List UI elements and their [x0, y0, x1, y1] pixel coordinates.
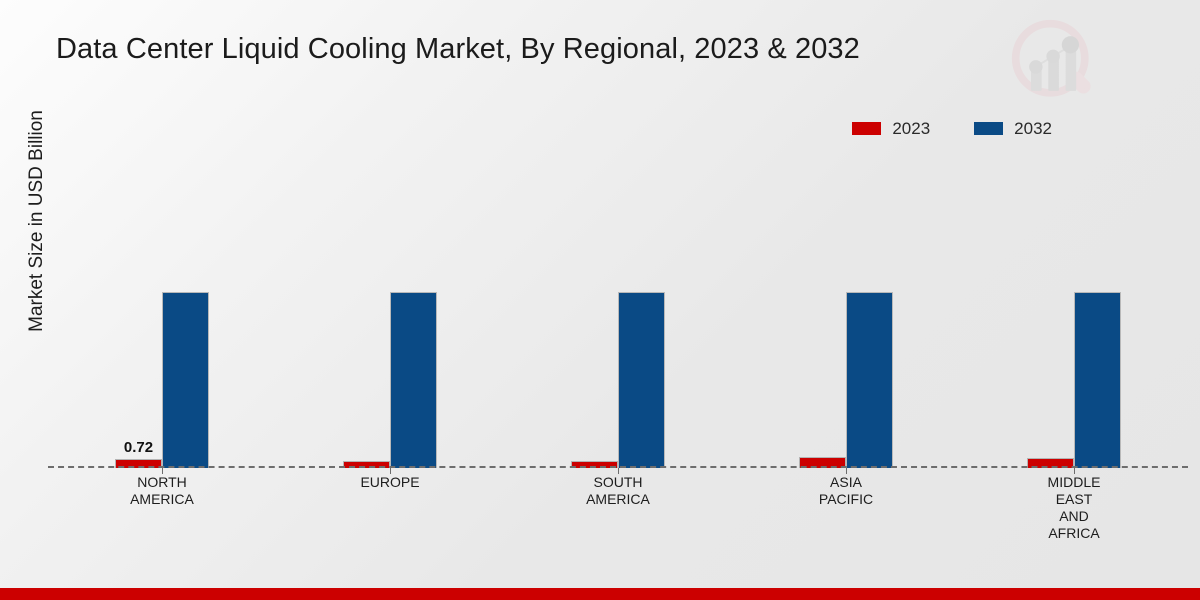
bar-wrapper: [390, 292, 437, 468]
bar-wrapper: [618, 292, 665, 468]
watermark-logo-icon: [1008, 16, 1104, 112]
bar-pair: [571, 292, 665, 468]
x-axis-label-line: PACIFIC: [818, 491, 874, 507]
x-axis-label-line: EAST: [1055, 491, 1093, 507]
bar-pair: 0.72: [115, 292, 209, 468]
chart-title: Data Center Liquid Cooling Market, By Re…: [56, 33, 860, 65]
bar-2023[interactable]: [115, 459, 162, 468]
x-axis-label-line: ASIA: [830, 474, 862, 490]
bar-2023[interactable]: [571, 461, 618, 468]
x-axis-label-line: MIDDLE: [1047, 474, 1101, 490]
bar-2032[interactable]: [846, 292, 893, 468]
bar-groups: 0.72: [48, 180, 1188, 474]
x-axis-tick: [390, 468, 391, 474]
y-axis-title: Market Size in USD Billion: [26, 110, 47, 332]
bar-wrapper: [571, 461, 618, 468]
x-axis-tick: [618, 468, 619, 474]
bar-2023[interactable]: [1027, 458, 1074, 468]
x-axis-label: MIDDLE EAST AND AFRICA: [960, 474, 1188, 542]
x-axis-label-line: AFRICA: [1048, 525, 1100, 541]
legend-item-2032[interactable]: 2032: [974, 120, 1052, 137]
bar-group: [276, 180, 504, 474]
bar-group: [732, 180, 960, 474]
x-axis-label: EUROPE: [276, 474, 504, 542]
x-axis-tick: [1074, 468, 1075, 474]
bar-group: [960, 180, 1188, 474]
legend-swatch-2023: [852, 122, 882, 135]
bar-wrapper: [846, 292, 893, 468]
legend-label-2032: 2032: [1014, 119, 1052, 138]
footer-accent-bar: [0, 588, 1200, 600]
bar-value-label: 0.72: [123, 439, 154, 457]
x-axis-label: SOUTH AMERICA: [504, 474, 732, 542]
bar-pair: [1027, 292, 1121, 468]
bar-2023[interactable]: [799, 457, 846, 468]
x-axis-label-line: AMERICA: [586, 491, 650, 507]
x-axis-label-line: EUROPE: [360, 474, 420, 490]
x-axis-tick: [162, 468, 163, 474]
bar-2032[interactable]: [1074, 292, 1121, 468]
bar-wrapper: [799, 457, 846, 468]
bar-wrapper: [343, 461, 390, 468]
bar-pair: [799, 292, 893, 468]
x-axis-label-line: AMERICA: [130, 491, 194, 507]
bar-group: [504, 180, 732, 474]
plot-area: 0.72: [48, 180, 1188, 474]
x-axis-labels: NORTH AMERICA EUROPE SOUTH AMERICA ASIA PACIFI…: [48, 474, 1188, 542]
x-axis-label-line: SOUTH: [593, 474, 643, 490]
legend-label-2023: 2023: [892, 119, 931, 138]
axis-baseline: [48, 466, 1188, 468]
bar-wrapper: 0.72: [115, 439, 162, 468]
bar-wrapper: [1027, 458, 1074, 468]
legend-swatch-2032: [974, 122, 1004, 135]
bar-group: 0.72: [48, 180, 276, 474]
bar-wrapper: [162, 292, 209, 468]
legend-item-2023[interactable]: 2023: [852, 120, 930, 137]
x-axis-label-line: AND: [1059, 508, 1089, 524]
chart-legend: 2023 2032: [852, 120, 1052, 137]
x-axis-tick: [846, 468, 847, 474]
bar-2032[interactable]: [162, 292, 209, 468]
bar-2023[interactable]: [343, 461, 390, 468]
x-axis-label: NORTH AMERICA: [48, 474, 276, 542]
bar-pair: [343, 292, 437, 468]
bar-wrapper: [1074, 292, 1121, 468]
x-axis-label-line: NORTH: [137, 474, 187, 490]
bar-2032[interactable]: [618, 292, 665, 468]
x-axis-label: ASIA PACIFIC: [732, 474, 960, 542]
bar-2032[interactable]: [390, 292, 437, 468]
